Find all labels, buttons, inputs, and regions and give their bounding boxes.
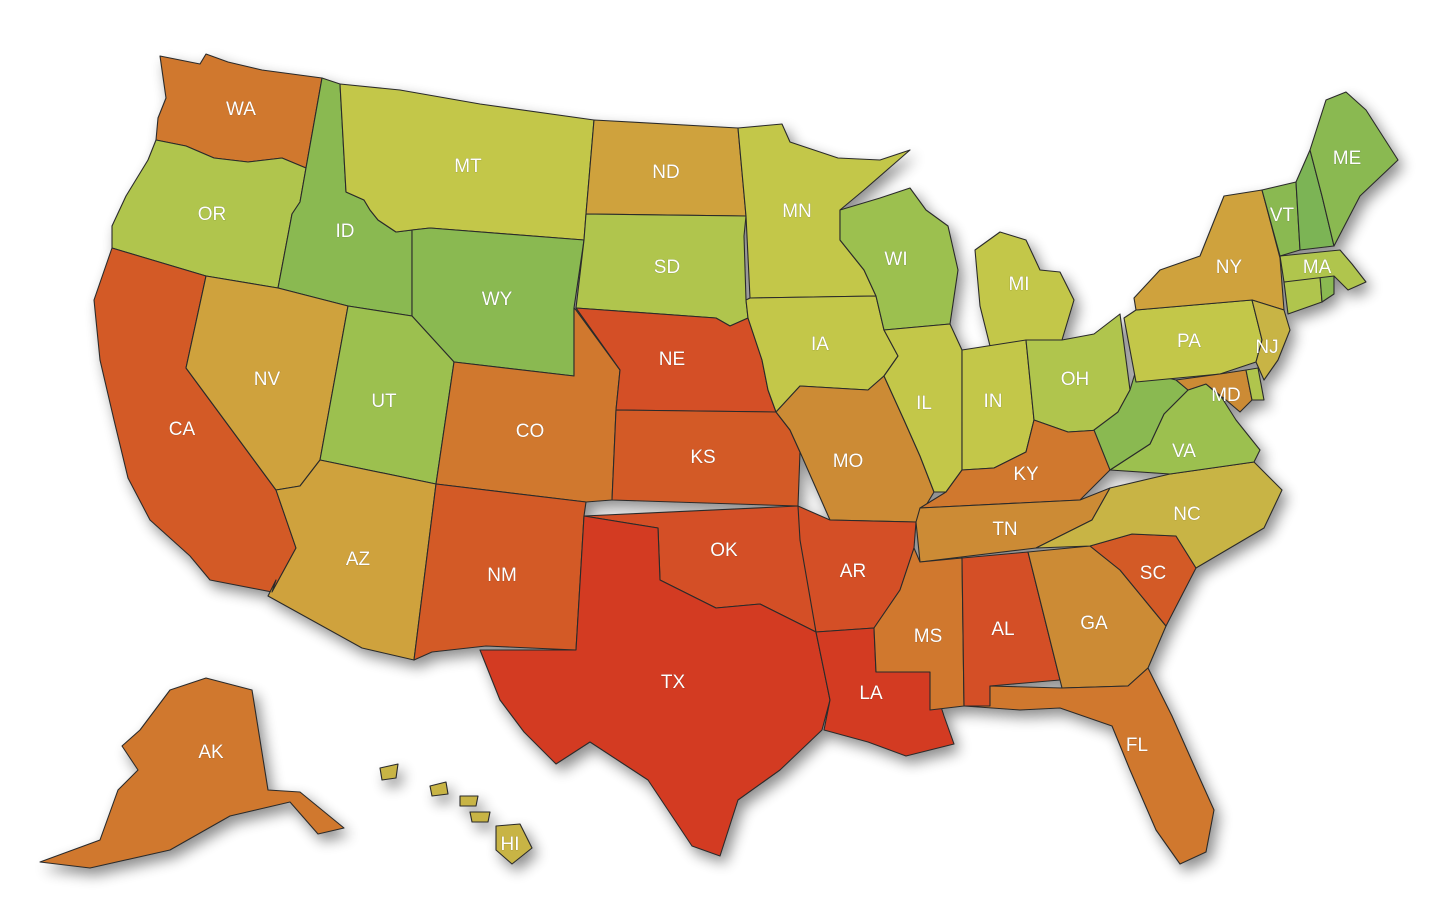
state-ks[interactable] <box>611 409 801 507</box>
state-ny[interactable] <box>1133 189 1285 311</box>
state-md[interactable] <box>1175 369 1253 413</box>
state-mt[interactable] <box>339 83 595 241</box>
state-wi[interactable] <box>839 187 959 331</box>
state-mi[interactable] <box>974 231 1075 347</box>
states-layer <box>39 53 1399 869</box>
state-nm[interactable] <box>413 483 587 661</box>
state-fl[interactable] <box>963 667 1215 865</box>
state-il[interactable] <box>883 323 963 493</box>
state-ak[interactable] <box>39 677 345 869</box>
state-tx[interactable] <box>479 515 831 857</box>
state-ma[interactable] <box>1279 249 1367 291</box>
state-in[interactable] <box>961 339 1035 471</box>
state-ri[interactable] <box>1319 275 1335 303</box>
state-sd[interactable] <box>575 213 749 327</box>
state-nd[interactable] <box>585 119 747 217</box>
state-me[interactable] <box>1309 91 1399 247</box>
state-pa[interactable] <box>1123 299 1263 383</box>
state-nj[interactable] <box>1251 299 1291 381</box>
state-hi[interactable] <box>379 763 533 865</box>
state-nc[interactable] <box>1035 461 1283 569</box>
state-az[interactable] <box>267 459 437 661</box>
state-de[interactable] <box>1245 367 1265 401</box>
